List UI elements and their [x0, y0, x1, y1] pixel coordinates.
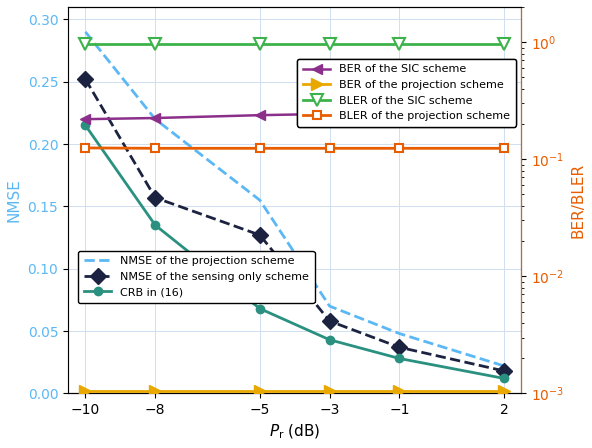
Line: BLER of the projection scheme: BLER of the projection scheme — [81, 144, 508, 152]
BLER of the SIC scheme — [500, 41, 507, 47]
BLER of the projection scheme — [326, 146, 333, 151]
CRB in (16) — [82, 123, 89, 128]
NMSE of the projection scheme — [326, 303, 333, 309]
BLER of the SIC scheme — [326, 41, 333, 47]
BER of the SIC scheme — [152, 115, 159, 121]
Legend: BER of the SIC scheme, BER of the projection scheme, BLER of the SIC scheme, BLE: BER of the SIC scheme, BER of the projec… — [297, 59, 516, 127]
CRB in (16) — [326, 337, 333, 342]
CRB in (16) — [500, 376, 507, 381]
BER of the projection scheme — [396, 388, 403, 394]
Legend: NMSE of the projection scheme, NMSE of the sensing only scheme, CRB in (16): NMSE of the projection scheme, NMSE of t… — [78, 250, 315, 303]
NMSE of the projection scheme — [396, 331, 403, 336]
NMSE of the projection scheme — [152, 116, 159, 122]
NMSE of the projection scheme — [500, 363, 507, 369]
CRB in (16) — [396, 356, 403, 361]
BLER of the SIC scheme — [256, 41, 263, 47]
BLER of the SIC scheme — [152, 41, 159, 47]
BER of the projection scheme — [82, 388, 89, 394]
NMSE of the sensing only scheme — [82, 77, 89, 82]
BER of the projection scheme — [256, 388, 263, 394]
X-axis label: $P_\mathrm{r}$ (dB): $P_\mathrm{r}$ (dB) — [269, 422, 320, 441]
Line: BLER of the SIC scheme: BLER of the SIC scheme — [80, 38, 510, 49]
BLER of the projection scheme — [396, 146, 403, 151]
CRB in (16) — [256, 306, 263, 311]
CRB in (16) — [152, 222, 159, 228]
BER of the projection scheme — [326, 388, 333, 394]
Line: CRB in (16): CRB in (16) — [81, 121, 508, 383]
Y-axis label: NMSE: NMSE — [7, 178, 22, 222]
BLER of the SIC scheme — [82, 41, 89, 47]
BLER of the SIC scheme — [396, 41, 403, 47]
Line: BER of the SIC scheme: BER of the SIC scheme — [81, 104, 509, 124]
BER of the projection scheme — [500, 388, 507, 394]
BER of the SIC scheme — [256, 112, 263, 118]
BLER of the projection scheme — [152, 146, 159, 151]
Y-axis label: BER/BLER: BER/BLER — [570, 163, 585, 238]
BLER of the projection scheme — [256, 146, 263, 151]
BLER of the projection scheme — [82, 145, 89, 151]
Line: NMSE of the sensing only scheme: NMSE of the sensing only scheme — [80, 73, 510, 376]
BER of the SIC scheme — [396, 109, 403, 114]
NMSE of the projection scheme — [256, 198, 263, 203]
Line: BER of the projection scheme: BER of the projection scheme — [80, 385, 510, 396]
BER of the SIC scheme — [500, 107, 507, 112]
BER of the projection scheme — [152, 388, 159, 394]
NMSE of the sensing only scheme — [396, 345, 403, 350]
Line: NMSE of the projection scheme: NMSE of the projection scheme — [85, 32, 504, 366]
NMSE of the projection scheme — [82, 29, 89, 34]
BER of the SIC scheme — [82, 116, 89, 122]
NMSE of the sensing only scheme — [500, 368, 507, 374]
NMSE of the sensing only scheme — [326, 319, 333, 324]
BER of the SIC scheme — [326, 111, 333, 116]
NMSE of the sensing only scheme — [256, 233, 263, 238]
NMSE of the sensing only scheme — [152, 195, 159, 200]
BLER of the projection scheme — [500, 146, 507, 151]
